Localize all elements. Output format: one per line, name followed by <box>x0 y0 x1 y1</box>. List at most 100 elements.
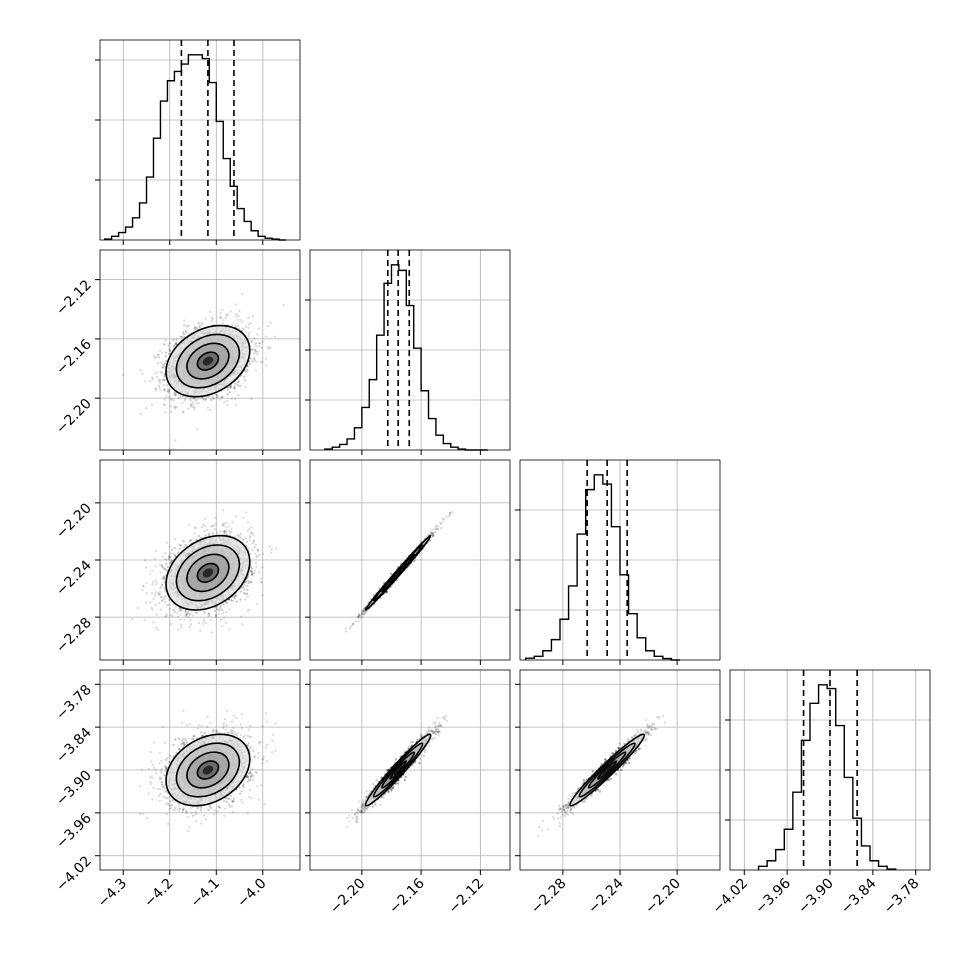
sample-point <box>225 529 228 532</box>
sample-point <box>223 521 226 525</box>
sample-point <box>248 539 251 542</box>
sample-point <box>163 362 167 365</box>
sample-point <box>215 393 218 397</box>
sample-point <box>241 327 244 330</box>
sample-point <box>241 320 244 323</box>
sample-point <box>155 356 158 359</box>
sample-point <box>249 357 252 360</box>
sample-point <box>157 361 160 365</box>
sample-point <box>204 317 207 320</box>
sample-point <box>220 625 224 628</box>
sample-point <box>255 555 258 558</box>
sample-point <box>208 310 211 313</box>
sample-point <box>150 606 153 609</box>
contour-line-2 <box>186 553 230 593</box>
sample-point <box>145 582 148 585</box>
histogram-steps <box>757 684 897 870</box>
sample-point <box>155 389 158 392</box>
sample-point <box>233 397 237 401</box>
sample-point <box>232 386 236 389</box>
sample-point <box>178 607 181 610</box>
sample-point <box>170 622 173 626</box>
sample-point <box>260 346 263 349</box>
sample-point <box>235 403 238 406</box>
sample-point <box>204 621 207 625</box>
sample-point <box>183 545 186 549</box>
sample-point <box>183 319 186 322</box>
sample-point <box>221 308 224 312</box>
sample-point <box>235 600 239 603</box>
sample-point <box>226 388 229 391</box>
sample-point <box>222 524 225 527</box>
sample-point <box>199 629 202 632</box>
sample-point <box>168 545 171 548</box>
sample-point <box>247 581 250 584</box>
sample-point <box>249 322 252 325</box>
sample-point <box>157 592 160 595</box>
sample-point <box>363 613 366 616</box>
sample-point <box>241 623 244 626</box>
sample-point <box>188 613 191 616</box>
sample-point <box>233 597 236 600</box>
sample-point <box>165 390 168 393</box>
sample-point <box>240 615 243 618</box>
sample-point <box>232 595 236 598</box>
sample-point <box>259 342 262 345</box>
sample-point <box>222 611 225 614</box>
sample-point <box>266 346 270 349</box>
sample-point <box>196 327 199 330</box>
sample-point <box>255 360 258 363</box>
sample-point <box>225 621 228 625</box>
sample-point <box>171 614 174 618</box>
sample-point <box>282 303 285 306</box>
sample-point <box>248 535 252 538</box>
sample-point <box>162 343 166 346</box>
sample-point <box>197 402 200 405</box>
sample-point <box>168 341 171 345</box>
sample-point <box>239 532 242 535</box>
sample-point <box>165 569 168 572</box>
sample-point <box>210 319 213 323</box>
sample-point <box>166 387 169 391</box>
sample-point <box>189 403 192 407</box>
sample-point <box>217 612 220 615</box>
sample-point <box>183 335 186 339</box>
sample-point <box>244 536 247 540</box>
sample-point <box>179 544 183 547</box>
sample-point <box>238 534 241 537</box>
sample-point <box>155 581 158 584</box>
sample-point <box>197 534 201 538</box>
sample-point <box>214 517 217 520</box>
sample-point <box>250 570 253 573</box>
sample-point <box>164 558 167 561</box>
sample-point <box>257 327 260 330</box>
sample-point <box>242 516 245 519</box>
sample-point <box>163 576 166 579</box>
sample-point <box>233 387 236 390</box>
sample-point <box>155 376 158 379</box>
sample-point <box>244 580 247 583</box>
sample-point <box>246 592 249 595</box>
sample-point <box>206 406 210 409</box>
sample-point <box>252 358 256 361</box>
sample-point <box>248 527 251 530</box>
sample-point <box>162 383 165 386</box>
sample-point <box>164 411 167 414</box>
sample-point <box>228 608 231 611</box>
sample-point <box>165 604 169 607</box>
sample-point <box>182 539 185 543</box>
sample-point <box>244 378 247 382</box>
sample-point <box>172 338 175 341</box>
contour-line-3 <box>196 351 220 371</box>
sample-point <box>269 346 272 349</box>
sample-point <box>155 613 159 616</box>
scatter-panel-r2-c0 <box>95 459 301 665</box>
sample-point <box>174 407 177 410</box>
sample-point <box>167 555 171 558</box>
sample-point <box>175 394 178 397</box>
histogram-steps <box>103 54 287 241</box>
sample-point <box>218 606 222 609</box>
sample-point <box>155 590 158 594</box>
sample-point <box>235 315 238 318</box>
